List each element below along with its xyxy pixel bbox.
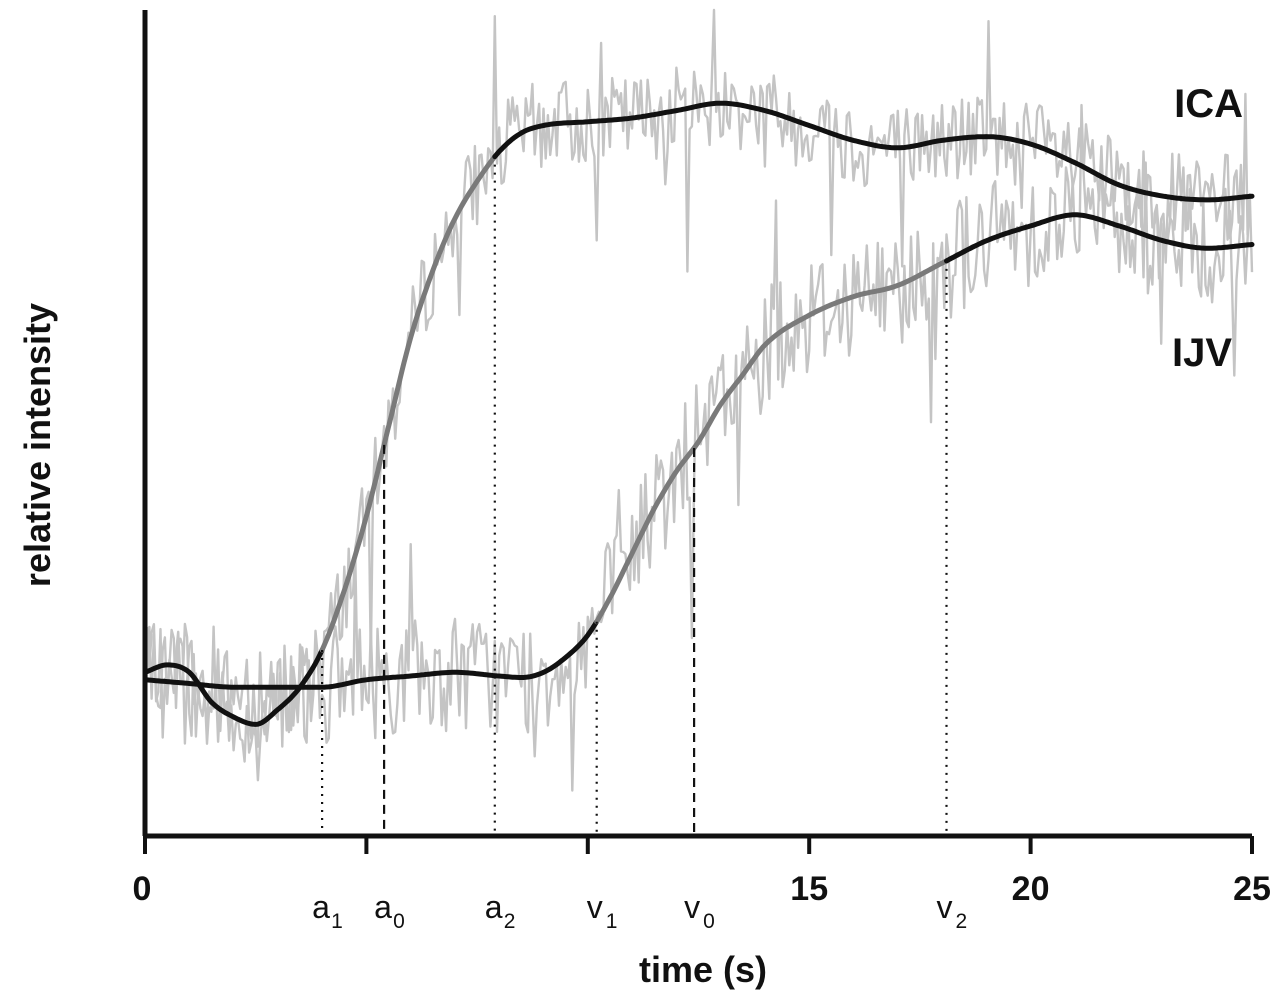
x-axis-title: time (s) bbox=[639, 949, 767, 990]
fit-rise-ica bbox=[319, 154, 498, 653]
x-tick-label-0: 0 bbox=[133, 870, 152, 908]
axes bbox=[142, 10, 1252, 839]
marker-label-a0: a bbox=[374, 889, 392, 925]
marker-subscript-a2: 2 bbox=[504, 910, 516, 933]
marker-label-a1: a bbox=[312, 889, 330, 925]
series-labels: ICA IJV bbox=[1172, 82, 1243, 375]
fit-rise-ijv bbox=[594, 258, 949, 625]
marker-label-v2: v bbox=[937, 889, 953, 925]
fitted-curve-layer bbox=[142, 100, 1255, 727]
fit-baseline-ica bbox=[142, 647, 325, 727]
raw-signal-ica bbox=[143, 8, 1254, 782]
marker-subscript-v1: 1 bbox=[606, 910, 618, 933]
marker-subscript-v2: 2 bbox=[956, 910, 968, 933]
fit-baseline-ijv bbox=[142, 619, 600, 690]
marker-subscript-a0: 0 bbox=[393, 910, 405, 933]
series-label-ica: ICA bbox=[1174, 82, 1243, 126]
x-tick-label-25: 25 bbox=[1233, 870, 1271, 908]
fit-plateau-ica bbox=[492, 100, 1255, 203]
marker-label-a2: a bbox=[485, 889, 503, 925]
x-tick-label-15: 15 bbox=[790, 870, 828, 908]
series-label-ijv: IJV bbox=[1172, 331, 1232, 375]
marker-subscript-v0: 0 bbox=[703, 910, 715, 933]
x-tick-label-20: 20 bbox=[1012, 870, 1050, 908]
marker-label-v1: v bbox=[587, 889, 603, 925]
fit-plateau-ijv bbox=[944, 212, 1255, 264]
x-ticks: 0 15 20 25 bbox=[133, 836, 1271, 908]
marker-label-v0: v bbox=[684, 889, 700, 925]
y-axis-title: relative intensity bbox=[17, 303, 58, 587]
marker-subscript-a1: 1 bbox=[331, 910, 343, 933]
